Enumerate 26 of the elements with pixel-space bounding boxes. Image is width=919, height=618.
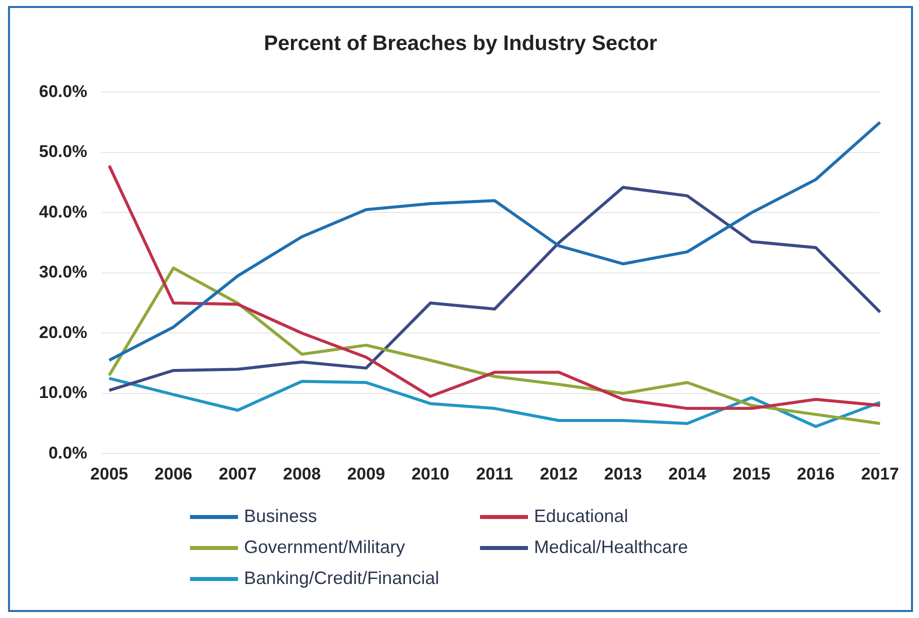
legend-label: Educational <box>534 506 628 527</box>
legend-label: Government/Military <box>244 537 406 558</box>
x-tick-label: 2007 <box>218 464 257 484</box>
legend-label: Banking/Credit/Financial <box>244 568 440 589</box>
y-tick-label: 50.0% <box>39 142 88 162</box>
x-tick-label: 2013 <box>604 464 642 484</box>
y-tick-label: 20.0% <box>39 322 88 342</box>
x-tick-label: 2016 <box>796 464 835 484</box>
y-tick-label: 30.0% <box>39 262 88 282</box>
x-tick-label: 2010 <box>411 464 450 484</box>
y-tick-label: 60.0% <box>39 82 88 101</box>
x-tick-label: 2005 <box>90 464 128 484</box>
x-tick-label: 2012 <box>540 464 578 484</box>
legend-label: Medical/Healthcare <box>534 537 688 558</box>
y-tick-label: 10.0% <box>39 383 88 402</box>
y-tick-label: 40.0% <box>39 202 88 222</box>
x-tick-label: 2008 <box>282 464 321 484</box>
y-tick-label: 0.0% <box>48 443 88 462</box>
x-tick-label: 2017 <box>861 464 899 484</box>
chart-title: Percent of Breaches by Industry Sector <box>262 32 658 56</box>
x-tick-label: 2006 <box>154 464 192 484</box>
legend-label: Business <box>244 506 318 527</box>
x-tick-label: 2009 <box>347 464 386 484</box>
x-tick-label: 2015 <box>732 464 770 484</box>
x-tick-label: 2011 <box>476 464 514 484</box>
x-tick-label: 2014 <box>668 464 707 484</box>
